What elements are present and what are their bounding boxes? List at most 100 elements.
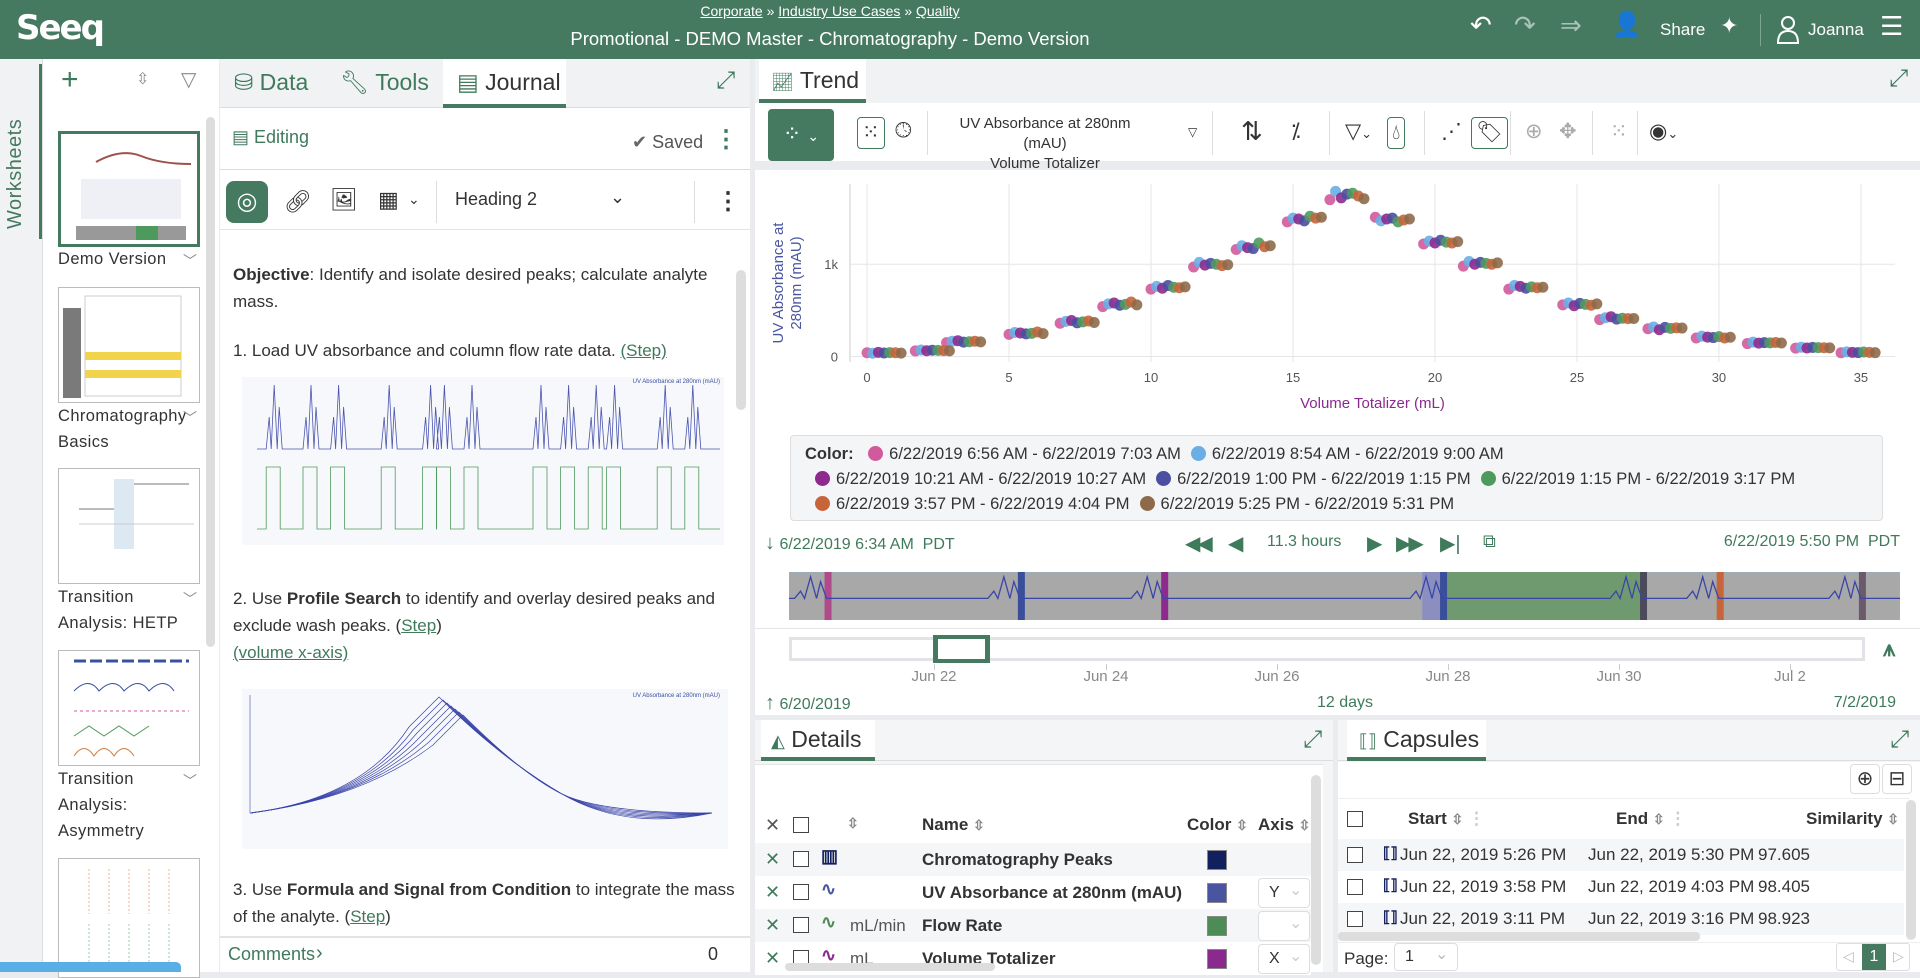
capsule-overview-strip[interactable] [789, 572, 1900, 620]
legend-item[interactable]: 6/22/2019 1:00 PM - 6/22/2019 1:15 PM [1156, 467, 1471, 492]
color-by-icon[interactable]: 💧︎ [1387, 117, 1406, 149]
investigate-range-end[interactable]: 7/2/2019 [1833, 694, 1896, 711]
sparkle-icon[interactable]: ✦ [1720, 13, 1739, 38]
format-select[interactable]: Heading 2 ⌄ [455, 187, 630, 210]
data-point[interactable] [1869, 347, 1881, 359]
journal-image-trend[interactable]: UV Absorbance at 280nm (mAU) [242, 377, 724, 545]
add-worksheet-icon[interactable]: + [61, 63, 79, 96]
worksheet-thumbnail[interactable] [58, 287, 200, 403]
column-axis[interactable]: Axis ⇳ [1258, 815, 1310, 835]
step-back-full-button[interactable]: ◀◀ [1185, 533, 1213, 555]
tab-data[interactable]: ⛁ Data [230, 59, 340, 108]
data-point[interactable] [1037, 328, 1049, 340]
breadcrumb-corporate[interactable]: Corporate [700, 3, 763, 19]
select-all-checkbox[interactable] [1347, 811, 1363, 827]
worksheet-thumbnail[interactable] [58, 650, 200, 766]
worksheets-label[interactable]: Worksheets [4, 118, 26, 229]
worksheet-thumbnail-demo-version[interactable] [58, 131, 200, 247]
data-point[interactable] [1724, 331, 1736, 343]
table-row[interactable]: ✕ ▥ Chromatography Peaks [755, 843, 1311, 876]
data-point[interactable] [1088, 317, 1100, 329]
column-color[interactable]: Color ⇳ [1187, 815, 1248, 835]
remove-item-icon[interactable]: ✕ [765, 948, 781, 968]
worksheet-name[interactable]: Transition Analysis: HETP [58, 588, 179, 632]
column-similarity[interactable]: Similarity ⇳ [1806, 809, 1899, 829]
collapse-icon[interactable]: ⊟ [1882, 764, 1912, 794]
row-checkbox[interactable] [1347, 847, 1363, 863]
display-duration[interactable]: 11.3 hours [1267, 533, 1342, 550]
comments-label[interactable]: Comments [228, 944, 316, 964]
link-icon[interactable]: 🔗︎ [284, 189, 312, 214]
step1-link[interactable]: (Step) [620, 341, 667, 360]
tag-icon[interactable]: 🏷︎ [1471, 117, 1508, 149]
redo-icon[interactable]: ↷ [1514, 10, 1536, 40]
swap-axes-icon[interactable]: ⇅ [1241, 116, 1263, 146]
clock-icon[interactable]: 🕓︎ [895, 119, 912, 142]
column-name[interactable]: Name ⇳ [922, 815, 985, 835]
row-checkbox[interactable] [1347, 879, 1363, 895]
display-start-value[interactable]: 6/22/2019 6:34 AM PDT [779, 536, 955, 553]
data-point[interactable] [1775, 337, 1787, 349]
zoom-to-capsule-icon[interactable]: ⊕ [1850, 764, 1880, 794]
table-row[interactable]: ⟦⟧ Jun 22, 2019 5:26 PM Jun 22, 2019 5:30 … [1338, 839, 1904, 871]
image-icon[interactable]: 🖼︎ [330, 187, 358, 212]
journal-scrollbar[interactable] [736, 270, 746, 410]
worksheets-scrollbar[interactable] [206, 117, 215, 647]
current-page-button[interactable]: 1 [1862, 944, 1886, 970]
journal-menu-icon[interactable]: ⋮ [714, 126, 738, 153]
row-checkbox[interactable] [793, 851, 809, 867]
row-checkbox[interactable] [1347, 911, 1363, 927]
investigate-duration[interactable]: 12 days [1316, 694, 1374, 711]
expand-icon[interactable]: ⤢ [1890, 726, 1910, 753]
expand-icon[interactable]: ⤢ [1889, 65, 1909, 92]
scatter-mode-button[interactable]: ⁙ [857, 117, 885, 149]
data-point[interactable] [1491, 257, 1503, 269]
filter-icon[interactable]: ▽ [181, 69, 197, 91]
data-point[interactable] [1324, 194, 1336, 206]
item-name[interactable]: Chromatography Peaks [922, 850, 1113, 869]
scatter-dots-icon[interactable]: ⁒ [1291, 120, 1301, 143]
scatter-fit-icon[interactable]: ⁙ [1610, 120, 1628, 143]
page-select[interactable]: 1 ⌄ [1394, 943, 1458, 971]
worksheet-thumbnail[interactable] [58, 858, 200, 978]
data-point[interactable] [1403, 213, 1415, 225]
data-point[interactable] [943, 345, 955, 357]
step-forward-button[interactable]: ▶ [1367, 533, 1383, 555]
step2-link[interactable]: Step [401, 616, 437, 635]
tab-capsules[interactable]: ⟦⟧ Capsules [1347, 720, 1486, 761]
chevron-down-icon[interactable]: ﹀ [183, 253, 197, 269]
jump-to-now-button[interactable]: ▶| [1440, 533, 1461, 555]
step3-link[interactable]: Step [350, 907, 386, 926]
breadcrumb-quality[interactable]: Quality [916, 3, 960, 19]
data-point[interactable] [1358, 193, 1370, 205]
volume-x-axis-link[interactable]: (volume x-axis) [233, 643, 349, 662]
data-point[interactable] [1824, 342, 1836, 354]
remove-item-icon[interactable]: ✕ [765, 915, 781, 935]
investigate-range-start[interactable]: ↑ 6/20/2019 [765, 692, 851, 715]
column-end[interactable]: End ⇳ ⋮ [1616, 809, 1686, 829]
column-start[interactable]: Start ⇳ ⋮ [1408, 809, 1485, 829]
worksheet-name[interactable]: Transition Analysis: Asymmetry [58, 770, 145, 840]
capsule-toggle-icon[interactable]: ⩚ [1883, 636, 1896, 661]
color-swatch[interactable] [1207, 850, 1227, 870]
data-point[interactable] [1179, 281, 1191, 293]
color-swatch[interactable] [1207, 883, 1227, 903]
table-row[interactable]: ⟦⟧ Jun 22, 2019 3:58 PM Jun 22, 2019 4:03 … [1338, 871, 1904, 903]
legend-item[interactable]: 6/22/2019 5:25 PM - 6/22/2019 5:31 PM [1139, 492, 1454, 517]
journal-image-overlay[interactable]: UV Absorbance at 280nm (mAU) [242, 689, 728, 849]
data-point[interactable] [1452, 236, 1464, 248]
legend-item[interactable]: 6/22/2019 3:57 PM - 6/22/2019 4:04 PM [815, 492, 1130, 517]
link-content-button[interactable]: ◎ [226, 181, 268, 223]
caret-down-icon[interactable]: ▽ [1188, 125, 1198, 139]
display-range-handle[interactable] [933, 635, 990, 663]
tab-trend[interactable]: 📈︎ Trend [759, 59, 866, 103]
legend-item[interactable]: 6/22/2019 6:56 AM - 6/22/2019 7:03 AM [868, 442, 1181, 467]
data-point[interactable] [1676, 322, 1688, 334]
auto-update-icon[interactable]: ⧉ [1483, 531, 1496, 551]
item-name[interactable]: UV Absorbance at 280nm (mAU) [922, 883, 1183, 902]
details-horizontal-scrollbar[interactable] [785, 963, 995, 971]
remove-item-icon[interactable]: ✕ [765, 882, 781, 902]
table-row[interactable]: ✕ ∿ mL/min Flow Rate ⌄ [755, 909, 1311, 942]
scatter-plot[interactable]: 0 5 10 15 20 25 30 35 0 1k Volume Totalizer (mL) UV… [755, 170, 1920, 432]
share-button[interactable]: Share [1660, 20, 1706, 39]
